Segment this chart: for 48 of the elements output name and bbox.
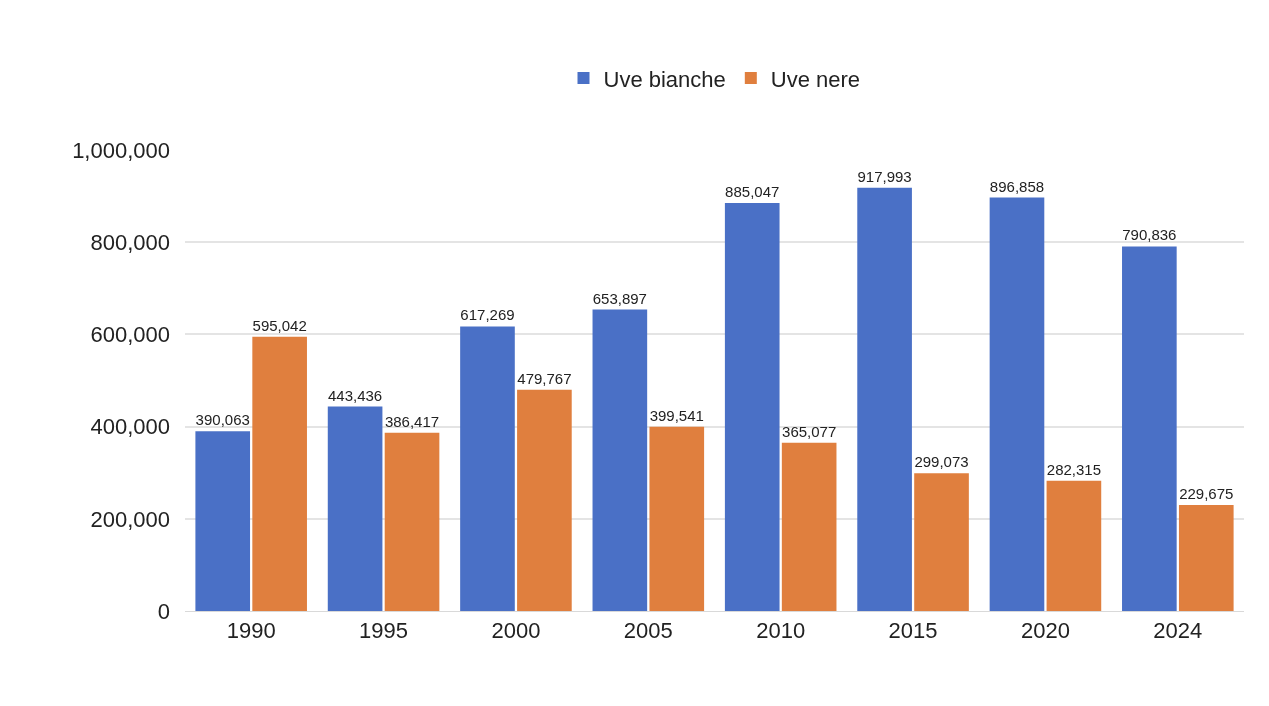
data-label: 390,063 [195,411,250,429]
bar [989,197,1045,611]
bar [1178,505,1234,611]
data-label: 896,858 [989,177,1045,195]
bar [252,336,307,611]
bar [724,202,780,611]
data-label: 299,073 [914,453,969,471]
y-tick-label: 200,000 [90,506,170,532]
x-tick-label: 2015 [888,618,938,644]
data-label: 282,315 [1046,460,1102,478]
x-tick-label: 2000 [491,618,541,644]
data-label: 653,897 [592,289,647,307]
y-tick-label: 1,000,000 [72,137,170,163]
data-label: 479,767 [517,369,572,387]
data-label: 595,042 [252,316,307,334]
x-tick-label: 2005 [623,618,673,644]
bar [195,431,251,611]
y-tick-label: 0 [157,598,170,624]
data-label: 790,836 [1122,226,1177,244]
bar [592,309,648,611]
bar [460,326,515,611]
bar [1122,246,1177,611]
data-label: 917,993 [857,167,912,185]
data-label: 617,269 [460,306,515,324]
y-tick-label: 600,000 [90,322,170,348]
legend-label: Uve bianche [603,66,726,92]
legend-label: Uve nere [770,66,861,92]
data-label: 885,047 [725,182,780,200]
data-label: 229,675 [1179,485,1234,503]
y-tick-label: 400,000 [90,414,170,440]
bar [327,406,383,611]
data-label: 399,541 [649,406,704,424]
data-label: 386,417 [384,412,440,430]
x-tick-label: 2020 [1020,618,1070,644]
x-tick-label: 1990 [226,618,276,644]
bar [781,442,837,611]
bar [517,389,572,611]
x-tick-label: 2024 [1153,618,1203,644]
bar [1046,480,1102,611]
x-tick-label: 1995 [359,618,409,644]
data-label: 365,077 [782,422,837,440]
bar [857,187,912,611]
y-tick-label: 800,000 [90,229,170,255]
x-tick-label: 2010 [756,618,806,644]
bar [914,473,969,611]
bar [384,432,440,611]
bar [649,426,705,611]
data-label: 443,436 [327,386,383,404]
